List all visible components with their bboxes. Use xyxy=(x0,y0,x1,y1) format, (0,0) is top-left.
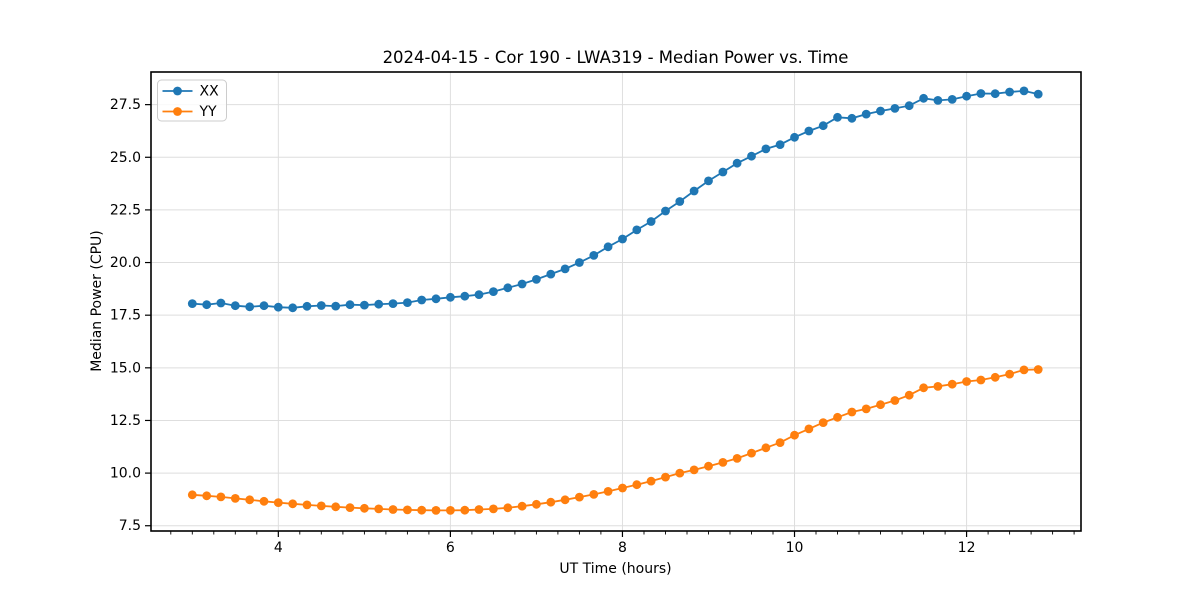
grid xyxy=(151,72,1081,531)
svg-text:20.0: 20.0 xyxy=(110,255,141,271)
legend-entry-YY: YY xyxy=(162,104,218,120)
svg-text:8: 8 xyxy=(618,540,627,556)
series-XX xyxy=(187,86,1043,313)
legend-label: XX xyxy=(200,84,220,100)
svg-text:6: 6 xyxy=(446,540,455,556)
svg-text:17.5: 17.5 xyxy=(110,308,141,324)
svg-text:12: 12 xyxy=(958,540,976,556)
chart-title: 2024-04-15 - Cor 190 - LWA319 - Median P… xyxy=(382,48,849,67)
svg-text:22.5: 22.5 xyxy=(110,202,141,218)
axes-spines xyxy=(150,71,1082,532)
svg-text:10.0: 10.0 xyxy=(110,466,141,482)
svg-text:7.5: 7.5 xyxy=(119,518,141,534)
x-axis-label: UT Time (hours) xyxy=(559,561,672,577)
legend-label: YY xyxy=(199,104,218,120)
y-axis-ticks: 7.5 10.0 12.5 15.0 17.5 20.0 22.5 25.0 27.5 xyxy=(110,97,151,534)
x-axis-ticks: 4 6 8 10 12 xyxy=(170,531,1075,556)
svg-text:27.5: 27.5 xyxy=(110,97,141,113)
y-axis-label: Median Power (CPU) xyxy=(89,230,105,372)
svg-text:4: 4 xyxy=(274,540,283,556)
legend: XX YY xyxy=(157,79,227,122)
legend-marker-dot xyxy=(173,86,182,96)
svg-text:25.0: 25.0 xyxy=(110,150,141,166)
svg-text:10: 10 xyxy=(786,540,804,556)
series-YY xyxy=(187,365,1043,515)
legend-entry-XX: XX xyxy=(162,84,220,100)
svg-text:15.0: 15.0 xyxy=(110,360,141,376)
legend-marker-dot xyxy=(173,107,182,116)
svg-text:12.5: 12.5 xyxy=(110,413,141,429)
